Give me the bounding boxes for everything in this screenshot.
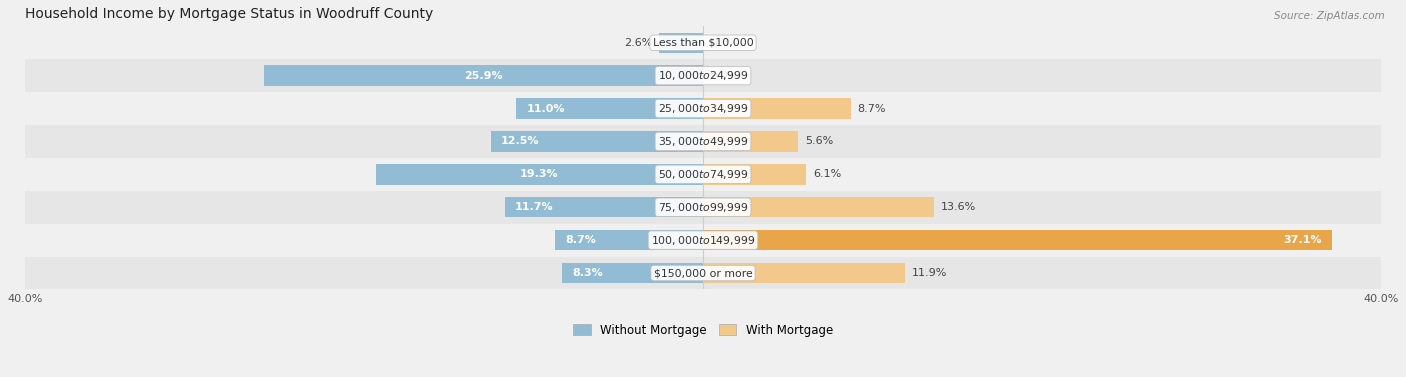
- Bar: [703, 164, 807, 184]
- Bar: [25, 191, 1381, 224]
- Text: 8.3%: 8.3%: [572, 268, 603, 278]
- Legend: Without Mortgage, With Mortgage: Without Mortgage, With Mortgage: [568, 319, 838, 342]
- Text: 6.1%: 6.1%: [813, 169, 841, 179]
- Bar: [555, 230, 703, 250]
- Bar: [264, 66, 703, 86]
- Bar: [25, 257, 1381, 290]
- Text: Less than $10,000: Less than $10,000: [652, 38, 754, 48]
- Bar: [703, 131, 799, 152]
- Text: 2.6%: 2.6%: [624, 38, 652, 48]
- Text: $25,000 to $34,999: $25,000 to $34,999: [658, 102, 748, 115]
- Text: 8.7%: 8.7%: [565, 235, 596, 245]
- Text: 11.7%: 11.7%: [515, 202, 554, 212]
- Bar: [703, 230, 1333, 250]
- Text: $35,000 to $49,999: $35,000 to $49,999: [658, 135, 748, 148]
- Bar: [25, 158, 1381, 191]
- Bar: [703, 98, 851, 119]
- Text: Source: ZipAtlas.com: Source: ZipAtlas.com: [1274, 11, 1385, 21]
- Text: $10,000 to $24,999: $10,000 to $24,999: [658, 69, 748, 82]
- Bar: [25, 59, 1381, 92]
- Text: $75,000 to $99,999: $75,000 to $99,999: [658, 201, 748, 214]
- Bar: [505, 197, 703, 218]
- Bar: [25, 26, 1381, 59]
- Bar: [703, 197, 934, 218]
- Bar: [25, 125, 1381, 158]
- Text: $50,000 to $74,999: $50,000 to $74,999: [658, 168, 748, 181]
- Bar: [375, 164, 703, 184]
- Text: 25.9%: 25.9%: [464, 70, 503, 81]
- Text: Household Income by Mortgage Status in Woodruff County: Household Income by Mortgage Status in W…: [25, 7, 433, 21]
- Bar: [659, 32, 703, 53]
- Text: $100,000 to $149,999: $100,000 to $149,999: [651, 234, 755, 247]
- Text: 19.3%: 19.3%: [520, 169, 558, 179]
- Bar: [491, 131, 703, 152]
- Bar: [562, 263, 703, 283]
- Bar: [516, 98, 703, 119]
- Bar: [25, 224, 1381, 257]
- Text: 37.1%: 37.1%: [1284, 235, 1322, 245]
- Text: 5.6%: 5.6%: [804, 136, 832, 146]
- Text: 13.6%: 13.6%: [941, 202, 976, 212]
- Text: $150,000 or more: $150,000 or more: [654, 268, 752, 278]
- Text: 0.0%: 0.0%: [710, 70, 738, 81]
- Text: 8.7%: 8.7%: [858, 104, 886, 113]
- Text: 11.9%: 11.9%: [911, 268, 948, 278]
- Text: 12.5%: 12.5%: [501, 136, 540, 146]
- Text: 0.0%: 0.0%: [710, 38, 738, 48]
- Text: 11.0%: 11.0%: [527, 104, 565, 113]
- Bar: [25, 92, 1381, 125]
- Bar: [703, 263, 905, 283]
